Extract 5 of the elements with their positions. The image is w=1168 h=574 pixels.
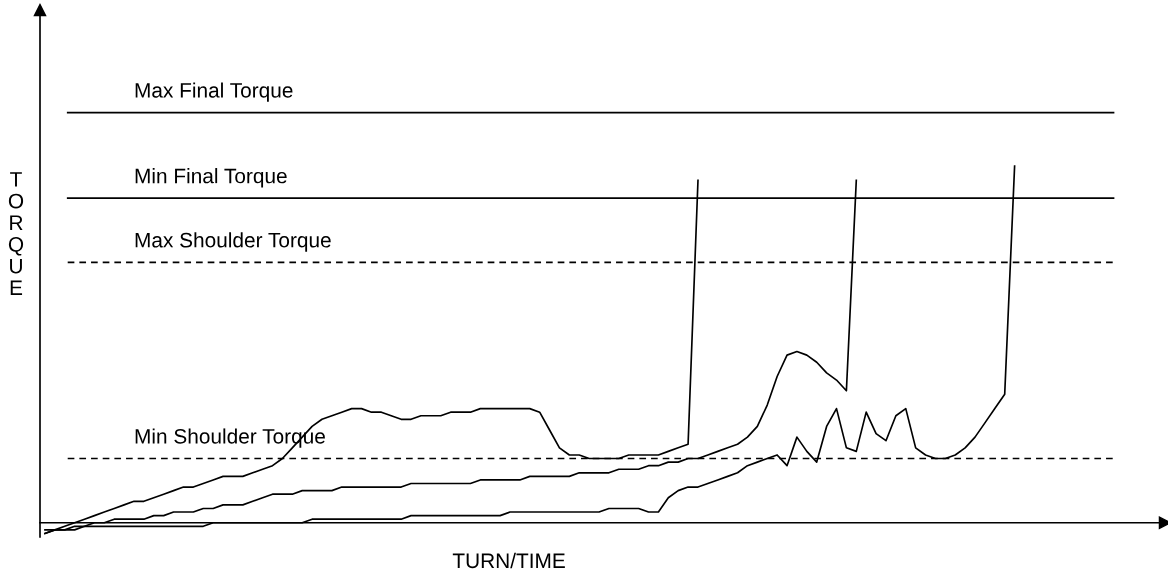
ref-line-label: Min Final Torque [135, 168, 287, 188]
ref-line-label: Max Final Torque [135, 82, 293, 102]
y-axis-title: TORQUE [8, 172, 24, 295]
ref-line-label: Max Shoulder Torque [135, 232, 331, 252]
x-axis-title: TURN/TIME [452, 552, 565, 569]
